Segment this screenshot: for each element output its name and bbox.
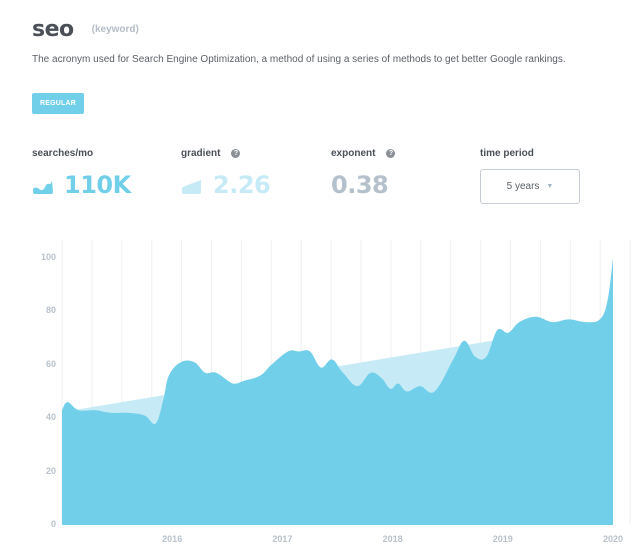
y-tick-label: 0: [50, 519, 56, 529]
help-icon[interactable]: ?: [386, 149, 396, 158]
y-tick-label: 40: [45, 412, 56, 423]
keyword-title: seo: [32, 17, 74, 42]
gradient-label: gradient: [181, 148, 221, 159]
regular-badge[interactable]: REGULAR: [32, 93, 84, 114]
x-tick-label: 2018: [382, 534, 403, 544]
searches-value: 110K: [64, 171, 131, 199]
keyword-description: The acronym used for Search Engine Optim…: [32, 54, 566, 65]
keyword-header: seo (keyword): [32, 17, 139, 42]
stat-searches: searches/mo 110K: [32, 148, 131, 199]
help-icon[interactable]: ?: [231, 149, 241, 158]
x-tick-label: 2016: [162, 534, 183, 544]
chart-plot: [61, 240, 631, 525]
stat-label: searches/mo: [32, 148, 94, 159]
x-tick-label: 2019: [492, 534, 513, 544]
search-trend-chart: 0 20 40 60 80 100 2016 2017 2018 2019 2020: [0, 240, 644, 560]
x-tick-label: 2017: [272, 534, 293, 544]
exponent-value: 0.38: [331, 171, 389, 199]
time-period-label: time period: [480, 148, 534, 159]
search-area: [62, 258, 613, 525]
exponent-label: exponent: [331, 148, 376, 159]
y-tick-label: 20: [45, 465, 56, 476]
gradient-value: 2.26: [213, 171, 271, 199]
y-tick-label: 80: [45, 305, 56, 316]
stat-label: gradient ?: [181, 148, 270, 159]
stat-label: exponent ?: [331, 148, 396, 159]
wedge-icon: [182, 179, 201, 194]
y-tick-label: 60: [45, 358, 56, 369]
chevron-down-icon: ▼: [546, 183, 554, 190]
time-period-value: 5 years: [506, 181, 540, 192]
keyword-type-tag: (keyword): [91, 24, 139, 35]
stat-exponent: exponent ? 0.38: [331, 148, 396, 199]
x-tick-label: 2020: [602, 534, 624, 544]
time-period-dropdown[interactable]: 5 years ▼: [480, 169, 580, 204]
area-chart-icon: [33, 179, 53, 194]
y-tick-label: 100: [40, 252, 56, 262]
stat-gradient: gradient ? 2.26: [181, 148, 271, 199]
